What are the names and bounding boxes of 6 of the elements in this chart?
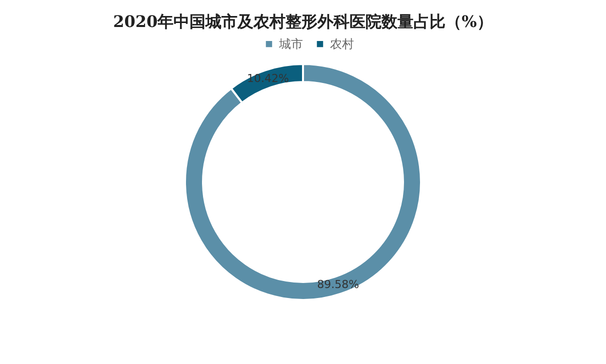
legend-label: 城市 [278,37,303,52]
chart-title: 2020年中国城市及农村整形外科医院数量占比（%） [113,12,493,31]
data-label: 89.58% [317,278,360,292]
donut-slice [184,63,422,301]
legend-label: 农村 [330,37,354,52]
data-label: 10.42% [246,72,289,85]
